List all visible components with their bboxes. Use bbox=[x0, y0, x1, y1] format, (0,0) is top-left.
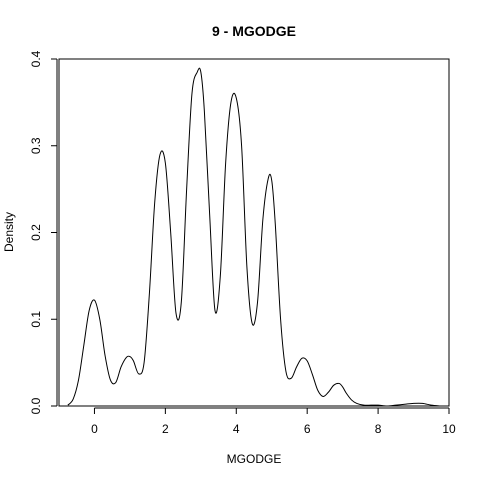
y-axis-label: Density bbox=[2, 212, 16, 252]
y-tick-label: 0.4 bbox=[29, 50, 43, 67]
x-tick-label: 6 bbox=[304, 422, 311, 436]
x-axis-label: MGODGE bbox=[227, 452, 282, 466]
x-tick-label: 10 bbox=[442, 422, 456, 436]
y-tick-label: 0.3 bbox=[29, 137, 43, 154]
y-tick-label: 0.2 bbox=[29, 224, 43, 241]
density-curve bbox=[67, 67, 441, 407]
x-tick-label: 4 bbox=[233, 422, 240, 436]
x-tick-label: 2 bbox=[162, 422, 169, 436]
x-tick-label: 0 bbox=[91, 422, 98, 436]
x-tick-label: 8 bbox=[375, 422, 382, 436]
plot-frame bbox=[58, 58, 450, 407]
y-tick-label: 0.1 bbox=[29, 311, 43, 328]
chart-title: 9 - MGODGE bbox=[212, 23, 296, 39]
x-axis: 0 2 4 6 8 10 bbox=[91, 407, 456, 436]
y-tick-label: 0.0 bbox=[29, 397, 43, 414]
y-axis: 0.0 0.1 0.2 0.3 0.4 bbox=[29, 50, 58, 414]
